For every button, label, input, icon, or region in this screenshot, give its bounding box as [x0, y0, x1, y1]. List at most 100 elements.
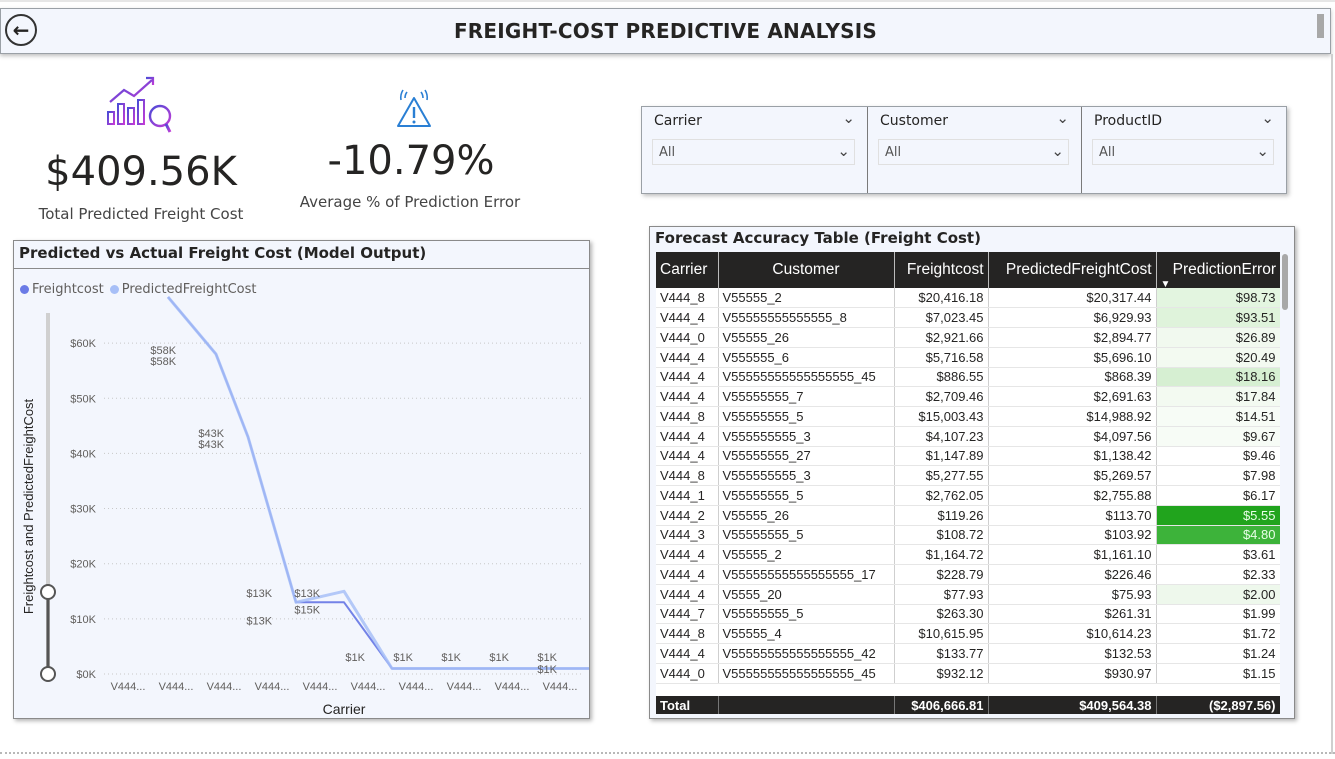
x-tick-label: V444... [303, 681, 338, 693]
table-row[interactable]: V444_4 V555555555_3 $4,107.23 $4,097.56 $9.6… [656, 426, 1280, 447]
cell-freightcost: $15,003.43 [894, 406, 989, 427]
carrier-dropdown[interactable]: All ⌄ [652, 139, 855, 165]
cell-freightcost: $133.77 [894, 643, 989, 664]
column-header-carrier[interactable]: Carrier [656, 252, 719, 288]
cell-freightcost: $2,709.46 [894, 386, 989, 407]
page-right-border [1331, 54, 1333, 754]
arrow-left-circle-icon[interactable]: ← [5, 14, 37, 46]
cell-customer: V55555_2 [718, 544, 895, 565]
chevron-down-icon[interactable]: ⌄ [842, 109, 855, 127]
cell-predicted: $1,138.42 [988, 446, 1157, 467]
productid-dropdown[interactable]: All ⌄ [1092, 139, 1274, 165]
forecast-accuracy-table: Carrier Customer Freightcost PredictedFr… [656, 252, 1280, 714]
table-row[interactable]: V444_3 V55555555_5 $108.72 $103.92 $4.80 [656, 525, 1280, 546]
x-tick-label: V444... [447, 681, 482, 693]
x-axis-title: Carrier [323, 701, 366, 717]
cell-carrier: V444_2 [656, 505, 719, 526]
cell-freightcost: $886.55 [894, 367, 989, 388]
table-row[interactable]: V444_0 V55555555555555555_45 $932.12 $930.9… [656, 663, 1280, 684]
data-label: $13K [294, 588, 320, 600]
cell-freightcost: $119.26 [894, 505, 989, 526]
cell-carrier: V444_8 [656, 288, 719, 309]
table-row[interactable]: V444_4 V55555_2 $1,164.72 $1,161.10 $3.61 [656, 544, 1280, 565]
carrier-dropdown-value: All [659, 145, 676, 160]
data-label: $43K [198, 439, 224, 451]
table-row[interactable]: V444_4 V55555555555555555_17 $228.79 $226.4… [656, 564, 1280, 585]
productid-slicer-title: ProductID [1094, 113, 1163, 129]
cell-prediction-error: $1.72 [1156, 623, 1280, 644]
cell-predicted: $4,097.56 [988, 426, 1157, 447]
cell-prediction-error: $17.84 [1156, 386, 1280, 407]
cell-predicted: $75.93 [988, 584, 1157, 605]
cell-prediction-error: $7.98 [1156, 465, 1280, 486]
cell-prediction-error: $18.16 [1156, 367, 1280, 388]
table-row[interactable]: V444_2 V55555_26 $119.26 $113.70 $5.55 [656, 505, 1280, 526]
data-label: $43K [198, 428, 224, 440]
zoom-slider-handle[interactable] [40, 666, 56, 682]
chevron-down-icon[interactable]: ⌄ [1261, 109, 1274, 127]
series-line-predictedfreightcost [166, 296, 589, 670]
table-total-row: Total $406,666.81 $409,564.38 ($2,897.56… [656, 696, 1280, 714]
cell-customer: V55555555555555555_17 [718, 564, 895, 585]
customer-dropdown[interactable]: All ⌄ [878, 139, 1069, 165]
cell-predicted: $14,988.92 [988, 406, 1157, 427]
column-header-customer[interactable]: Customer [718, 252, 895, 288]
chart-legend: Freightcost PredictedFreightCost [20, 282, 256, 297]
table-row[interactable]: V444_4 V555555_6 $5,716.58 $5,696.10 $20.49 [656, 347, 1280, 368]
data-label: $1K [489, 652, 509, 664]
zoom-slider-handle[interactable] [40, 584, 56, 600]
column-header-predicted[interactable]: PredictedFreightCost [988, 252, 1157, 288]
column-header-prediction-error[interactable]: PredictionError ▼ [1156, 252, 1280, 288]
table-row[interactable]: V444_8 V55555_4 $10,615.95 $10,614.23 $1.72 [656, 623, 1280, 644]
table-row[interactable]: V444_7 V55555555_5 $263.30 $261.31 $1.99 [656, 604, 1280, 625]
data-label: $1K [441, 652, 461, 664]
cell-customer: V555555555_3 [718, 426, 895, 447]
table-row[interactable]: V444_1 V55555555_5 $2,762.05 $2,755.88 $6.17 [656, 485, 1280, 506]
table-row[interactable]: V444_0 V55555_26 $2,921.66 $2,894.77 $26.89 [656, 327, 1280, 348]
cell-carrier: V444_4 [656, 347, 719, 368]
cell-freightcost: $4,107.23 [894, 426, 989, 447]
cell-freightcost: $77.93 [894, 584, 989, 605]
column-header-label: PredictionError [1172, 261, 1276, 278]
table-row[interactable]: V444_8 V555555555_3 $5,277.55 $5,269.57 $7.9… [656, 465, 1280, 486]
cell-customer: V55555555_5 [718, 604, 895, 625]
chevron-down-icon[interactable]: ⌄ [837, 142, 850, 160]
cell-customer: V55555555555555555_45 [718, 367, 895, 388]
cell-predicted: $132.53 [988, 643, 1157, 664]
cell-customer: V55555555555555_8 [718, 307, 895, 328]
table-row[interactable]: V444_4 V5555_20 $77.93 $75.93 $2.00 [656, 584, 1280, 605]
table-row[interactable]: V444_8 V55555555_5 $15,003.43 $14,988.92 $14… [656, 406, 1280, 427]
chart-title-divider [14, 268, 589, 269]
cell-customer: V55555555_7 [718, 386, 895, 407]
productid-slicer[interactable]: ProductID ⌄ All ⌄ [1082, 107, 1286, 193]
cell-prediction-error: $1.24 [1156, 643, 1280, 664]
table-row[interactable]: V444_4 V55555555555555_8 $7,023.45 $6,929.9… [656, 307, 1280, 328]
chevron-down-icon[interactable]: ⌄ [1256, 142, 1269, 160]
y-tick-label: $20K [70, 559, 96, 571]
customer-slicer[interactable]: Customer ⌄ All ⌄ [868, 107, 1082, 193]
y-tick-label: $10K [70, 614, 96, 626]
cell-carrier: V444_4 [656, 544, 719, 565]
table-row[interactable]: V444_4 V55555555555555555_42 $133.77 $132.5… [656, 643, 1280, 664]
column-header-freightcost[interactable]: Freightcost [894, 252, 989, 288]
table-row[interactable]: V444_4 V55555555_7 $2,709.46 $2,691.63 $17.8… [656, 386, 1280, 407]
cell-prediction-error: $9.67 [1156, 426, 1280, 447]
legend-item-freightcost[interactable]: Freightcost [20, 282, 104, 297]
x-tick-label: V444... [399, 681, 434, 693]
table-row[interactable]: V444_8 V55555_2 $20,416.18 $20,317.44 $98.73 [656, 288, 1280, 309]
freight-line-chart: Predicted vs Actual Freight Cost (Model … [13, 240, 590, 719]
table-row[interactable]: V444_4 V55555555_27 $1,147.89 $1,138.42 $9.4… [656, 446, 1280, 467]
table-row[interactable]: V444_4 V55555555555555555_45 $886.55 $868.3… [656, 367, 1280, 388]
y-tick-label: $60K [70, 338, 96, 350]
cell-freightcost: $1,164.72 [894, 544, 989, 565]
header-scrollbar[interactable] [1317, 14, 1324, 38]
chevron-down-icon[interactable]: ⌄ [1056, 109, 1069, 127]
cell-predicted: $113.70 [988, 505, 1157, 526]
carrier-slicer[interactable]: Carrier ⌄ All ⌄ [642, 107, 868, 193]
total-predicted-freight-value: $409.56K [45, 149, 237, 195]
legend-item-predicted[interactable]: PredictedFreightCost [109, 282, 256, 297]
chevron-down-icon[interactable]: ⌄ [1051, 142, 1064, 160]
x-tick-label: V444... [543, 681, 578, 693]
cell-carrier: V444_3 [656, 525, 719, 546]
table-scrollbar[interactable] [1282, 254, 1288, 310]
